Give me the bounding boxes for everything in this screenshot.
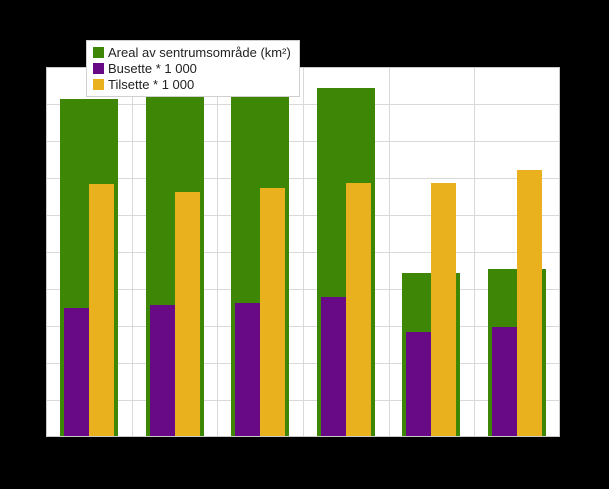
- bar-tilsette-group-3: [260, 188, 285, 436]
- gridline-vertical: [389, 68, 390, 436]
- gridline-vertical: [303, 68, 304, 436]
- bar-busette-group-2: [150, 305, 175, 436]
- legend-label-busette: Busette * 1 000: [108, 61, 197, 76]
- gridline-vertical: [132, 68, 133, 436]
- legend-label-areal: Areal av sentrumsområde (km²): [108, 45, 291, 60]
- bar-busette-group-6: [492, 327, 517, 436]
- legend-swatch-busette: [93, 63, 104, 74]
- gridline-vertical: [474, 68, 475, 436]
- bar-tilsette-group-1: [89, 184, 114, 436]
- gridline-vertical: [217, 68, 218, 436]
- legend-item-tilsette: Tilsette * 1 000: [93, 77, 291, 92]
- legend-swatch-tilsette: [93, 79, 104, 90]
- plot-area: [46, 67, 560, 437]
- bar-busette-group-3: [235, 303, 260, 436]
- bar-tilsette-group-4: [346, 183, 371, 436]
- bar-busette-group-1: [64, 308, 89, 436]
- bar-tilsette-group-6: [517, 170, 542, 436]
- bar-busette-group-5: [406, 332, 431, 436]
- bar-tilsette-group-5: [431, 183, 456, 436]
- bar-tilsette-group-2: [175, 192, 200, 436]
- legend-item-areal: Areal av sentrumsområde (km²): [93, 45, 291, 60]
- legend-label-tilsette: Tilsette * 1 000: [108, 77, 195, 92]
- bar-busette-group-4: [321, 297, 346, 436]
- legend-swatch-areal: [93, 47, 104, 58]
- legend: Areal av sentrumsområde (km²) Busette * …: [86, 40, 300, 97]
- legend-item-busette: Busette * 1 000: [93, 61, 291, 76]
